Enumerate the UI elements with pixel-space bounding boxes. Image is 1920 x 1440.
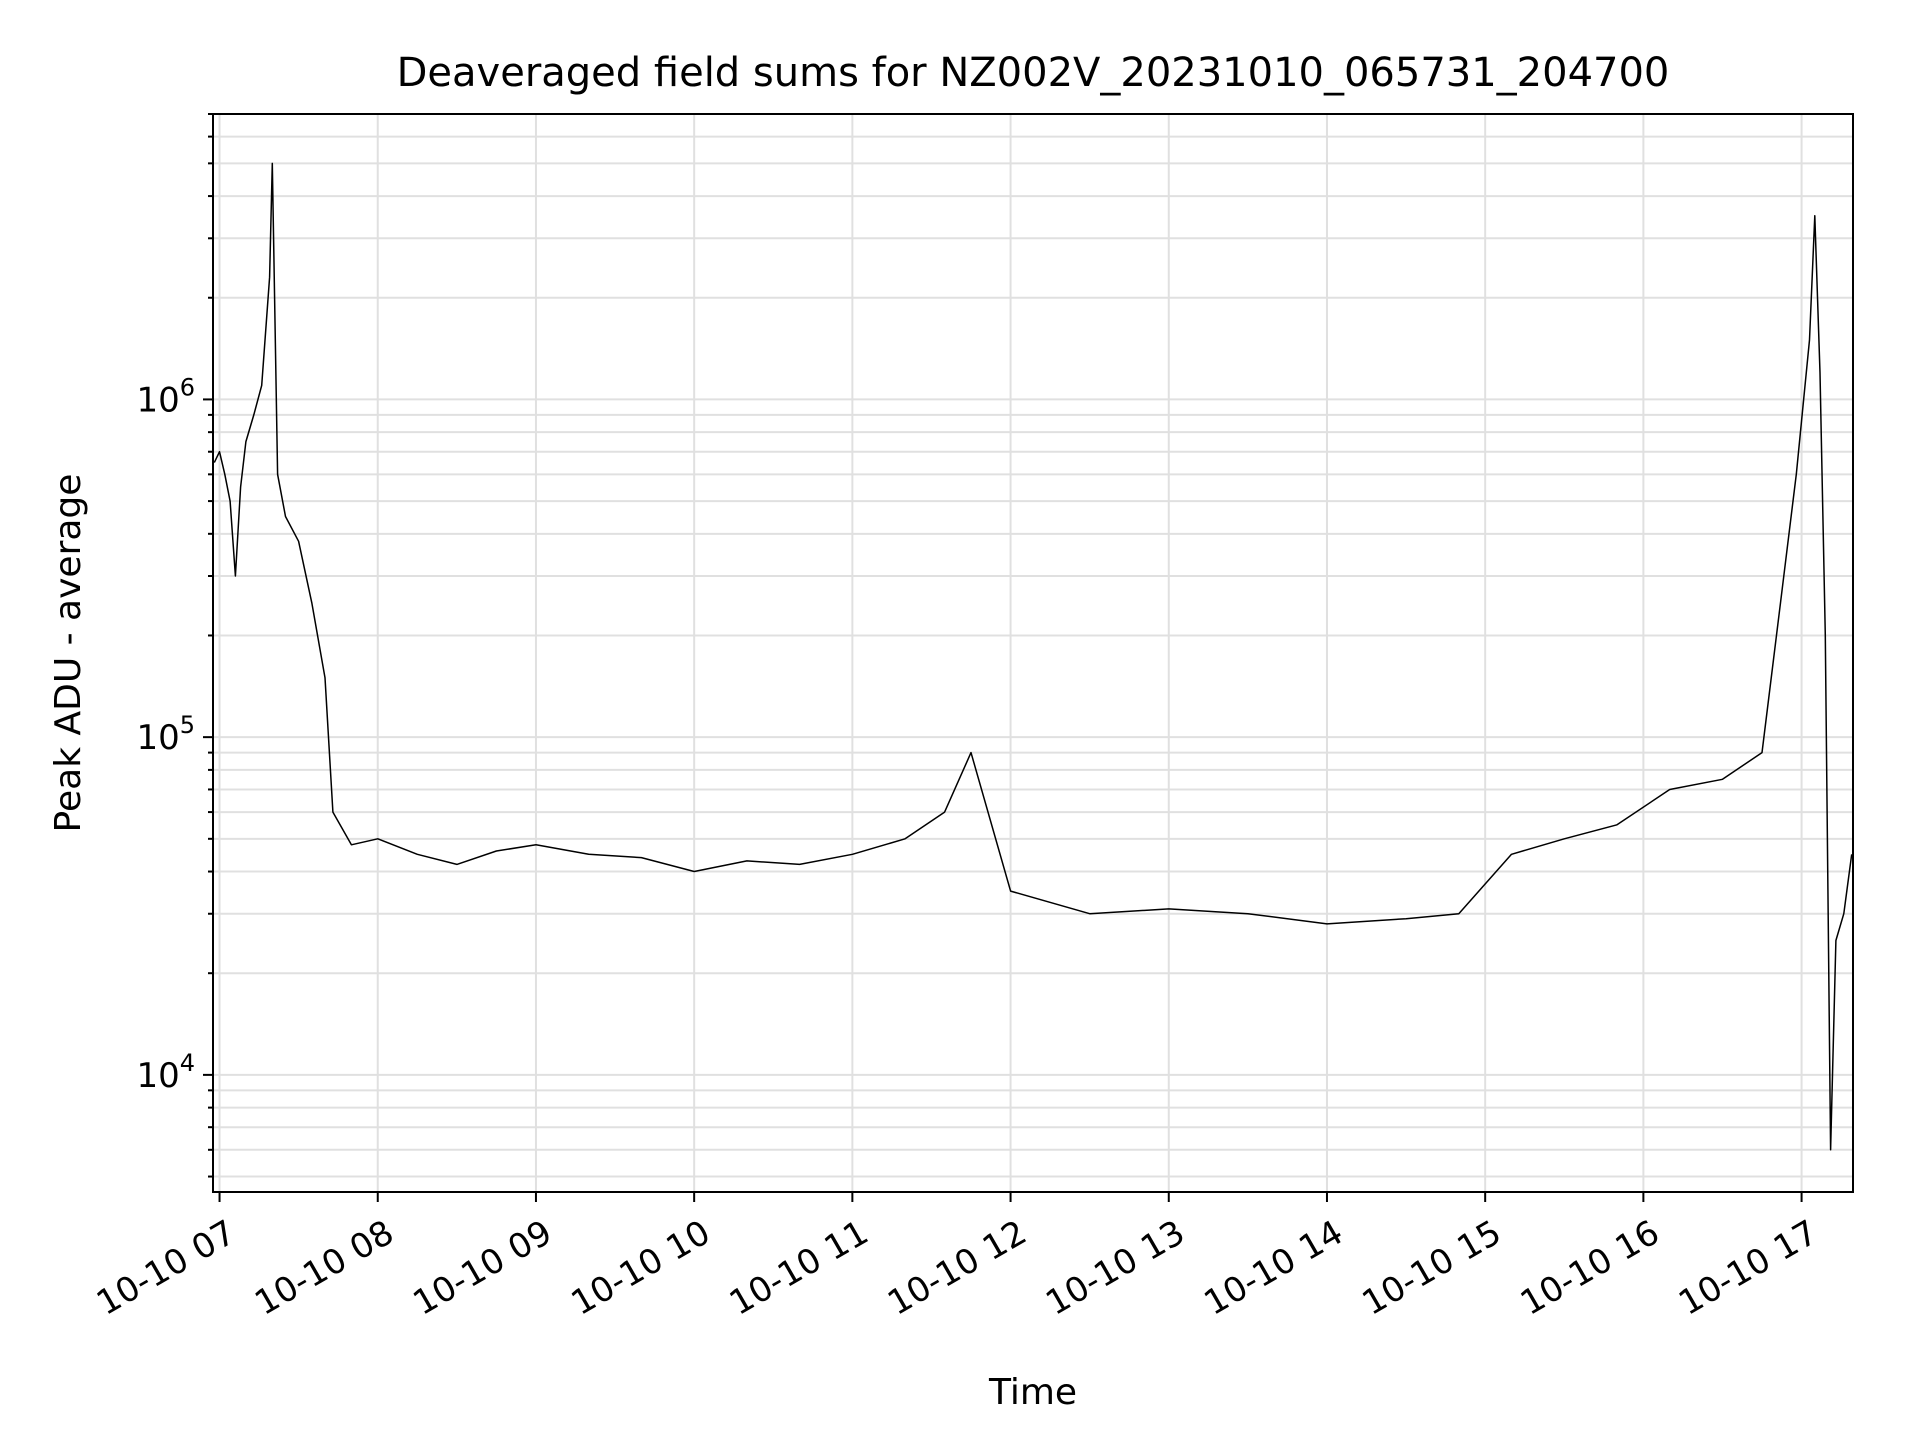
y-tick-label: 104 [136,1049,195,1096]
series-line [213,162,1853,1151]
series-path [213,162,1853,1151]
y-axis: 104 105 106 [136,113,213,1178]
y-tick-label: 106 [136,373,195,420]
grid [213,113,1853,1192]
plot-frame [212,113,1854,1193]
x-axis-label: Time [988,1372,1077,1413]
y-axis-label: Peak ADU - average [48,474,89,833]
chart-title: Deaveraged field sums for NZ002V_2023101… [397,50,1670,96]
y-tick-label: 105 [136,711,195,758]
